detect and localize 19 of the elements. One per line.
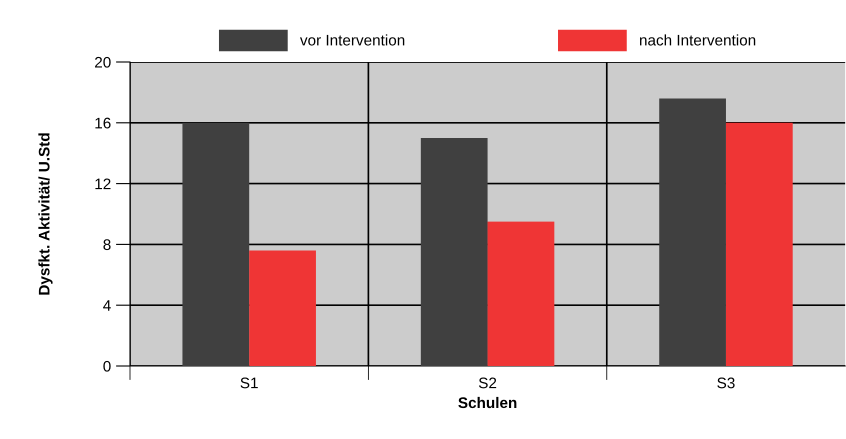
bar [659, 98, 726, 366]
y-tick-label: 12 [95, 178, 110, 190]
x-tick-label: S2 [478, 378, 496, 388]
bar [726, 122, 793, 366]
bar [420, 138, 488, 366]
bar [249, 250, 316, 366]
y-tick-label: 8 [103, 239, 111, 250]
bar [488, 222, 554, 366]
y-tick-label: 16 [95, 118, 111, 128]
y-axis-title: Dysfkt. Aktivität/ U.Std [38, 133, 53, 295]
legend-label: vor Intervention [300, 34, 404, 46]
x-tick-label: S1 [240, 378, 258, 388]
legend-label: nach Intervention [640, 34, 756, 46]
x-tick-label: S3 [717, 378, 735, 388]
y-tick-label: 0 [103, 360, 111, 372]
x-axis-title: Schulen [458, 396, 516, 408]
y-tick-label: 20 [95, 56, 111, 68]
bar [182, 122, 250, 366]
y-tick-label: 4 [103, 300, 111, 311]
